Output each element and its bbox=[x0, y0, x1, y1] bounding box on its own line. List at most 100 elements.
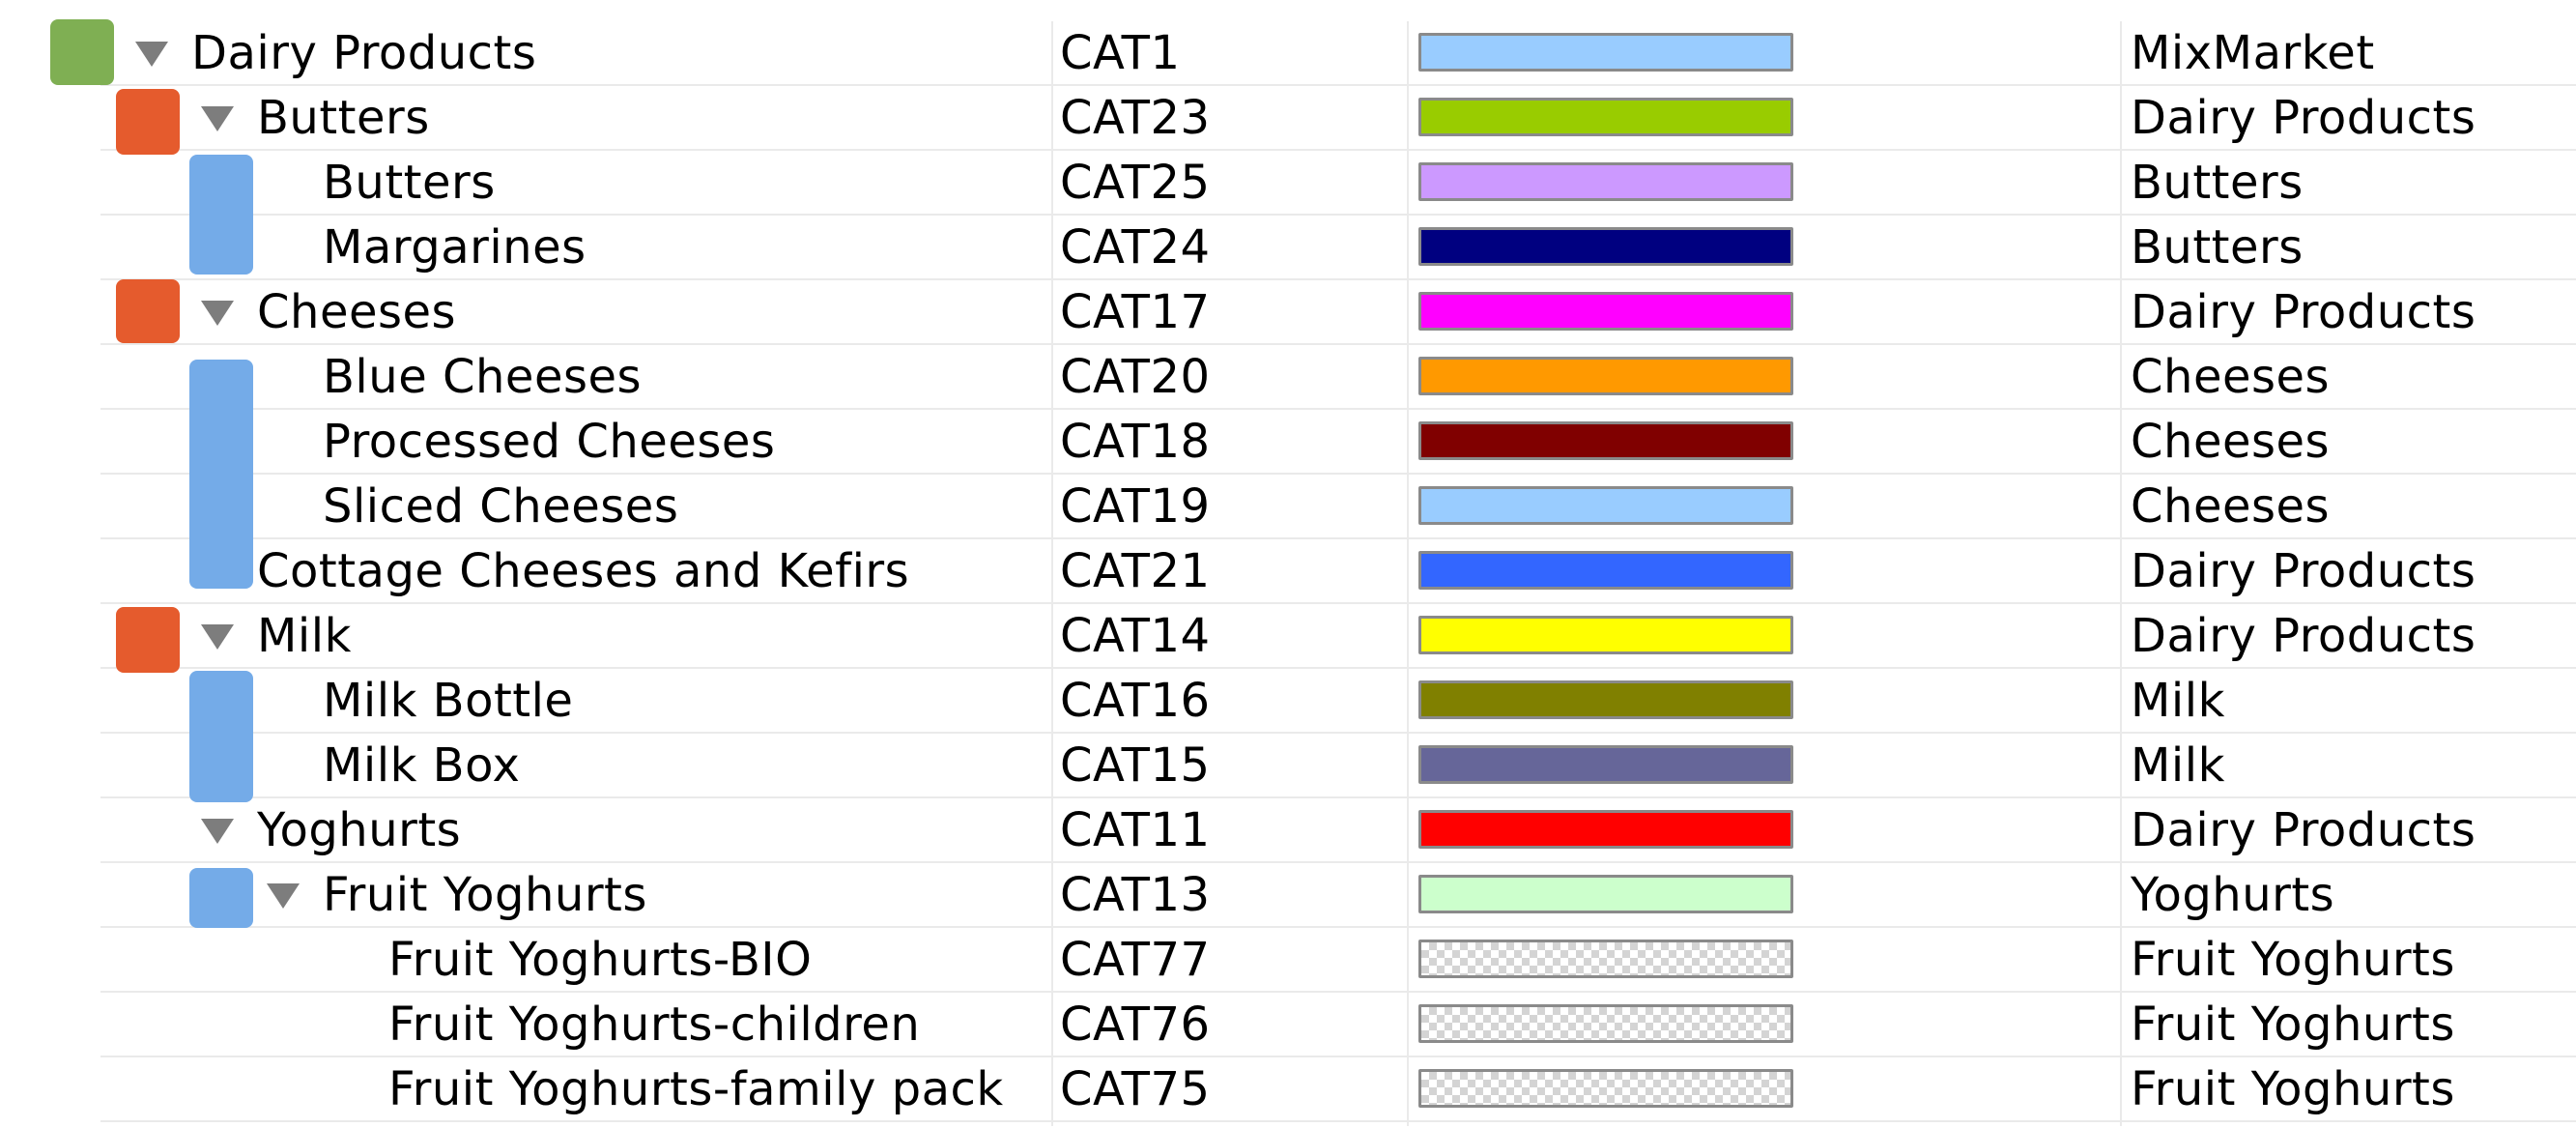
table-row[interactable]: Yoghurts CAT11 Dairy Products bbox=[0, 798, 2576, 863]
empty-color-swatch[interactable] bbox=[1418, 940, 1793, 978]
category-name: Fruit Yoghurts-children bbox=[388, 998, 921, 1052]
category-code: CAT77 bbox=[1060, 933, 1211, 987]
color-swatch[interactable] bbox=[1418, 162, 1793, 201]
empty-color-swatch[interactable] bbox=[1418, 1004, 1793, 1043]
color-swatch[interactable] bbox=[1418, 616, 1793, 654]
level-marker-group[interactable] bbox=[116, 89, 180, 155]
color-swatch[interactable] bbox=[1418, 98, 1793, 136]
parent-category: Dairy Products bbox=[2131, 91, 2476, 145]
category-name: Sliced Cheeses bbox=[323, 479, 679, 534]
color-swatch[interactable] bbox=[1418, 33, 1793, 72]
row-divider bbox=[100, 408, 2576, 410]
level-marker-leaf[interactable] bbox=[189, 671, 253, 802]
empty-color-swatch[interactable] bbox=[1418, 1069, 1793, 1108]
table-row[interactable]: Fruit Yoghurts CAT13 Yoghurts bbox=[0, 863, 2576, 928]
category-name: Cheeses bbox=[257, 285, 457, 339]
table-row[interactable]: Sliced Cheeses CAT19 Cheeses bbox=[0, 475, 2576, 539]
table-row[interactable]: Milk CAT14 Dairy Products bbox=[0, 604, 2576, 669]
category-name-cell: Cottage Cheeses and Kefirs bbox=[257, 539, 909, 604]
table-row[interactable]: Blue Cheeses CAT20 Cheeses bbox=[0, 345, 2576, 410]
category-code: CAT19 bbox=[1060, 479, 1211, 534]
category-name: Milk bbox=[257, 609, 352, 663]
triangle-down-icon bbox=[201, 300, 234, 326]
category-name-cell: Butters bbox=[201, 86, 430, 151]
expand-toggle-icon[interactable] bbox=[201, 280, 257, 345]
level-marker-group[interactable] bbox=[116, 279, 180, 343]
category-name: Butters bbox=[323, 156, 496, 210]
parent-category: Yoghurts bbox=[2131, 868, 2335, 922]
category-name-cell: Fruit Yoghurts-family pack bbox=[388, 1057, 1004, 1122]
category-name: Butters bbox=[257, 91, 430, 145]
triangle-down-icon bbox=[201, 105, 234, 131]
level-marker-leaf[interactable] bbox=[189, 360, 253, 589]
category-name: Processed Cheeses bbox=[323, 415, 776, 469]
category-name: Cottage Cheeses and Kefirs bbox=[257, 544, 910, 598]
category-code: CAT18 bbox=[1060, 415, 1211, 469]
category-name: Margarines bbox=[323, 220, 587, 275]
row-divider bbox=[100, 1120, 2576, 1122]
table-row[interactable]: Butters CAT23 Dairy Products bbox=[0, 86, 2576, 151]
table-row[interactable]: Processed Cheeses CAT18 Cheeses bbox=[0, 410, 2576, 475]
category-code: CAT20 bbox=[1060, 350, 1211, 404]
table-row[interactable]: Margarines CAT24 Butters bbox=[0, 216, 2576, 280]
category-name: Fruit Yoghurts bbox=[323, 868, 647, 922]
parent-category: Butters bbox=[2131, 220, 2304, 275]
color-swatch[interactable] bbox=[1418, 486, 1793, 525]
color-swatch[interactable] bbox=[1418, 875, 1793, 913]
row-divider bbox=[100, 602, 2576, 604]
table-row[interactable]: Fruit Yoghurts-BIO CAT77 Fruit Yoghurts bbox=[0, 928, 2576, 993]
color-swatch[interactable] bbox=[1418, 227, 1793, 266]
expand-toggle-icon[interactable] bbox=[201, 798, 257, 863]
table-row[interactable]: Cheeses CAT17 Dairy Products bbox=[0, 280, 2576, 345]
table-row[interactable]: Milk Box CAT15 Milk bbox=[0, 734, 2576, 798]
row-divider bbox=[100, 732, 2576, 734]
row-divider bbox=[100, 861, 2576, 863]
table-row[interactable]: Cottage Cheeses and Kefirs CAT21 Dairy Pro… bbox=[0, 539, 2576, 604]
table-row[interactable]: Fruit Yoghurts-children CAT76 Fruit Yoghur… bbox=[0, 993, 2576, 1057]
parent-category: Dairy Products bbox=[2131, 544, 2476, 598]
color-swatch[interactable] bbox=[1418, 357, 1793, 395]
color-swatch[interactable] bbox=[1418, 421, 1793, 460]
row-divider bbox=[100, 214, 2576, 216]
category-code: CAT14 bbox=[1060, 609, 1211, 663]
level-marker-group[interactable] bbox=[116, 607, 180, 673]
color-swatch[interactable] bbox=[1418, 745, 1793, 784]
level-marker-root[interactable] bbox=[50, 19, 114, 85]
category-name-cell: Butters bbox=[323, 151, 496, 216]
category-name-cell: Fruit Yoghurts bbox=[267, 863, 647, 928]
triangle-down-icon bbox=[135, 41, 168, 67]
column-separator bbox=[2120, 21, 2122, 1126]
color-swatch[interactable] bbox=[1418, 551, 1793, 590]
expand-toggle-icon[interactable] bbox=[201, 604, 257, 669]
category-code: CAT16 bbox=[1060, 674, 1211, 728]
table-row[interactable]: Milk Bottle CAT16 Milk bbox=[0, 669, 2576, 734]
parent-category: Dairy Products bbox=[2131, 285, 2476, 339]
level-marker-leaf[interactable] bbox=[189, 155, 253, 275]
category-name-cell: Blue Cheeses bbox=[323, 345, 642, 410]
category-name-cell: Dairy Products bbox=[135, 21, 536, 86]
expand-toggle-icon[interactable] bbox=[267, 863, 323, 928]
category-code: CAT24 bbox=[1060, 220, 1211, 275]
parent-category: Fruit Yoghurts bbox=[2131, 933, 2455, 987]
parent-category: Fruit Yoghurts bbox=[2131, 1062, 2455, 1116]
table-row[interactable]: Butters CAT25 Butters bbox=[0, 151, 2576, 216]
table-row[interactable]: Dairy Products CAT1 MixMarket bbox=[0, 21, 2576, 86]
parent-category: Butters bbox=[2131, 156, 2304, 210]
color-swatch[interactable] bbox=[1418, 810, 1793, 849]
category-code: CAT11 bbox=[1060, 803, 1211, 857]
category-code: CAT15 bbox=[1060, 738, 1211, 793]
color-swatch[interactable] bbox=[1418, 680, 1793, 719]
color-swatch[interactable] bbox=[1418, 292, 1793, 331]
expand-toggle-icon[interactable] bbox=[135, 21, 191, 86]
level-marker-leaf[interactable] bbox=[189, 868, 253, 928]
category-name: Dairy Products bbox=[191, 26, 537, 80]
category-name: Blue Cheeses bbox=[323, 350, 643, 404]
category-code: CAT17 bbox=[1060, 285, 1211, 339]
row-divider bbox=[100, 343, 2576, 345]
row-divider bbox=[100, 84, 2576, 86]
expand-toggle-icon[interactable] bbox=[201, 86, 257, 151]
table-row[interactable]: Fruit Yoghurts-family pack CAT75 Fruit Yog… bbox=[0, 1057, 2576, 1122]
category-name-cell: Margarines bbox=[323, 216, 587, 280]
row-divider bbox=[100, 667, 2576, 669]
column-separator bbox=[1407, 21, 1409, 1126]
